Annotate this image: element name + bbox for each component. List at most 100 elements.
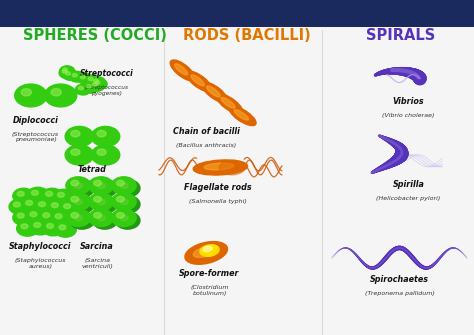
Circle shape <box>73 73 77 77</box>
Circle shape <box>17 221 38 236</box>
Circle shape <box>34 199 56 214</box>
Circle shape <box>92 79 107 89</box>
Text: (Clostridium
botulinum): (Clostridium botulinum) <box>190 285 229 295</box>
Circle shape <box>51 203 58 208</box>
Circle shape <box>65 72 71 75</box>
Ellipse shape <box>207 86 220 97</box>
Circle shape <box>75 84 91 95</box>
Circle shape <box>59 201 81 216</box>
Circle shape <box>71 212 79 218</box>
Text: BACTERIA SHAPES: BACTERIA SHAPES <box>122 3 352 23</box>
Circle shape <box>30 212 37 217</box>
Circle shape <box>88 77 93 81</box>
Text: Vibrios: Vibrios <box>393 97 424 106</box>
Circle shape <box>117 180 124 186</box>
Circle shape <box>91 145 120 165</box>
Circle shape <box>74 199 82 205</box>
Circle shape <box>65 126 93 146</box>
Circle shape <box>97 149 106 155</box>
Circle shape <box>115 212 140 229</box>
Circle shape <box>71 149 80 155</box>
Circle shape <box>70 212 94 229</box>
Ellipse shape <box>202 82 228 103</box>
Text: Spirilla: Spirilla <box>392 180 425 189</box>
Text: (Staphylococcus
aureus): (Staphylococcus aureus) <box>15 258 66 269</box>
Circle shape <box>117 196 124 202</box>
Circle shape <box>70 180 94 197</box>
Text: (Treponema pallidum): (Treponema pallidum) <box>365 291 435 296</box>
Circle shape <box>62 70 67 73</box>
Circle shape <box>47 200 69 215</box>
Text: RODS (BACILLI): RODS (BACILLI) <box>182 28 310 43</box>
Text: Flagellate rods: Flagellate rods <box>184 183 252 192</box>
Circle shape <box>29 219 51 235</box>
Circle shape <box>95 81 100 84</box>
Circle shape <box>98 183 105 189</box>
Circle shape <box>59 68 74 78</box>
Circle shape <box>66 209 91 226</box>
Circle shape <box>21 197 43 213</box>
Circle shape <box>98 215 105 221</box>
Circle shape <box>89 193 113 210</box>
Circle shape <box>74 183 82 189</box>
Ellipse shape <box>186 71 212 91</box>
Circle shape <box>90 81 105 91</box>
Circle shape <box>93 79 98 82</box>
Text: (Streptococcus
pneumoniae): (Streptococcus pneumoniae) <box>12 132 59 142</box>
Circle shape <box>83 82 99 93</box>
Ellipse shape <box>229 106 256 126</box>
Circle shape <box>21 224 28 229</box>
Text: (Streptococcus
pyogenes): (Streptococcus pyogenes) <box>85 85 128 95</box>
Circle shape <box>51 89 61 96</box>
Circle shape <box>111 193 136 210</box>
Circle shape <box>71 130 80 137</box>
Text: Spore-former: Spore-former <box>179 269 240 278</box>
Circle shape <box>97 130 106 137</box>
Text: (Helicobacter pylori): (Helicobacter pylori) <box>376 196 441 201</box>
Text: SPHERES (COCCI): SPHERES (COCCI) <box>23 28 167 43</box>
Text: (Salmonella typhi): (Salmonella typhi) <box>189 199 247 204</box>
Circle shape <box>94 180 101 186</box>
Circle shape <box>71 180 79 186</box>
Circle shape <box>63 70 78 80</box>
Circle shape <box>69 71 84 82</box>
Ellipse shape <box>193 160 247 175</box>
Circle shape <box>89 177 113 194</box>
Ellipse shape <box>219 160 245 175</box>
Text: Tetrad: Tetrad <box>78 165 107 174</box>
Circle shape <box>63 68 67 71</box>
FancyBboxPatch shape <box>0 0 474 27</box>
Circle shape <box>51 211 73 226</box>
Circle shape <box>66 193 91 210</box>
Circle shape <box>66 177 91 194</box>
Text: SPIRALS: SPIRALS <box>366 28 435 43</box>
Circle shape <box>74 215 82 221</box>
Circle shape <box>59 225 66 230</box>
Text: Staphylococci: Staphylococci <box>9 242 72 251</box>
Circle shape <box>13 210 35 225</box>
Ellipse shape <box>185 242 228 264</box>
Circle shape <box>9 199 31 214</box>
Circle shape <box>38 202 46 207</box>
Circle shape <box>92 180 117 197</box>
Circle shape <box>45 84 77 107</box>
Circle shape <box>120 183 128 189</box>
Circle shape <box>55 214 62 219</box>
Circle shape <box>111 209 136 226</box>
Circle shape <box>13 188 35 204</box>
Circle shape <box>27 187 49 203</box>
Circle shape <box>55 222 76 237</box>
Text: Streptococci: Streptococci <box>80 69 134 78</box>
Circle shape <box>120 199 128 205</box>
Circle shape <box>120 215 128 221</box>
Circle shape <box>17 213 24 218</box>
Circle shape <box>31 190 38 195</box>
Text: Diplococci: Diplococci <box>13 116 58 125</box>
Ellipse shape <box>193 247 216 257</box>
Circle shape <box>46 191 53 196</box>
Circle shape <box>91 77 106 88</box>
Circle shape <box>17 191 24 196</box>
Circle shape <box>92 212 117 229</box>
Circle shape <box>92 83 97 86</box>
Circle shape <box>38 210 60 225</box>
